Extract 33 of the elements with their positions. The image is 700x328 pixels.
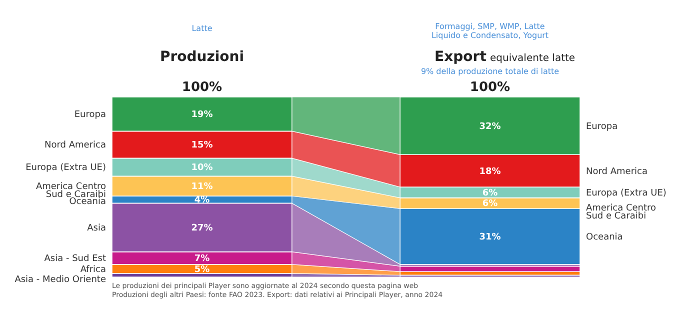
- total-label: 100%: [182, 80, 222, 95]
- data-label: 27%: [191, 224, 213, 234]
- series-label: Europa (Extra UE): [26, 163, 106, 174]
- text: Formaggi, SMP, WMP, Latte Liquido e Condensato, Yogurt: [431, 22, 549, 40]
- data-label: 11%: [191, 182, 213, 192]
- data-label: 15%: [191, 140, 213, 151]
- data-label: 6%: [482, 199, 498, 210]
- text: Latte: [192, 24, 212, 33]
- series-label: Asia - Sud Est: [44, 254, 106, 264]
- text: Oceania: [586, 232, 623, 242]
- x-tick-label: Produzioni: [160, 49, 244, 65]
- data-label: 31%: [479, 232, 501, 242]
- text: Europa (Extra UE): [586, 188, 666, 198]
- data-label: 4%: [194, 196, 210, 206]
- text: America Centro Sud e Caraibi: [586, 203, 656, 222]
- data-label: 7%: [194, 254, 210, 264]
- data-label: 19%: [191, 110, 213, 120]
- data-label: 5%: [194, 264, 210, 275]
- data-label: 18%: [479, 166, 501, 177]
- text: Nord America: [586, 166, 648, 177]
- total-label: 100%: [470, 80, 510, 95]
- series-label: Africa: [80, 264, 106, 275]
- data-label: 6%: [482, 188, 498, 198]
- x-tick-label: Export: [434, 49, 487, 65]
- series-label: Asia: [87, 224, 106, 234]
- series-label: Europa: [74, 110, 106, 120]
- data-label: 10%: [191, 163, 213, 174]
- series-label: Asia - Medio Oriente: [14, 274, 106, 285]
- text: Europa: [586, 122, 618, 132]
- text: equivalente latte: [490, 53, 576, 64]
- text: 9% della produzione totale di latte: [420, 67, 560, 76]
- data-label: 32%: [479, 122, 501, 132]
- series-label: Nord America: [44, 140, 106, 151]
